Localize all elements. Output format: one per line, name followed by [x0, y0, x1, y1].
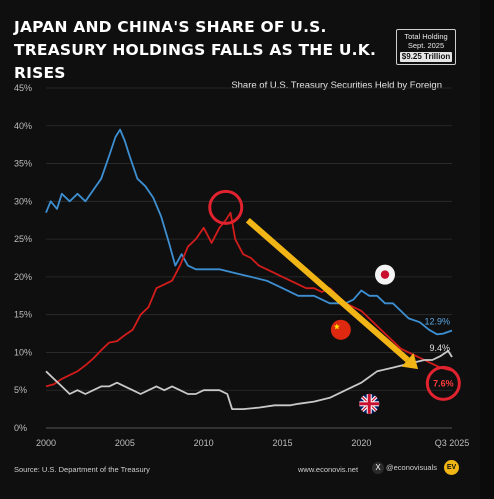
china-end-label: 7.6% [433, 378, 454, 388]
y-tick-label: 0% [14, 423, 27, 433]
x-tick-label: Q3 2025 [435, 438, 470, 448]
social-handle[interactable]: X @econovisuals [372, 462, 437, 474]
y-tick-label: 45% [14, 83, 32, 93]
website-link[interactable]: www.econovis.net [298, 465, 359, 474]
y-tick-label: 5% [14, 385, 27, 395]
japan-series-line [45, 128, 453, 336]
y-tick-label: 20% [14, 272, 32, 282]
source-note: Source: U.S. Department of the Treasury [14, 465, 150, 474]
x-tick-label: 2000 [36, 438, 56, 448]
total-holding-badge: Total Holding Sept. 2025 $9.25 Trillion [396, 29, 456, 65]
social-handle-text: @econovisuals [386, 462, 437, 472]
trend-arrow-head [401, 353, 419, 370]
uk-flag-cross-red [367, 393, 371, 414]
y-tick-label: 40% [14, 121, 32, 131]
china-flag-icon [330, 319, 351, 340]
uk-end-label: 9.4% [429, 343, 450, 353]
econovis-logo-icon: EV [444, 460, 459, 475]
y-tick-label: 30% [14, 196, 32, 206]
x-logo-icon: X [372, 462, 384, 474]
uk-series-line [45, 350, 453, 410]
y-tick-label: 35% [14, 159, 32, 169]
x-tick-label: 2015 [272, 438, 292, 448]
x-tick-label: 2005 [115, 438, 135, 448]
line-chart: 0% 5% 10% 15% 20% 25% 30% 35% 40% 45% 2000 2005 2010… [14, 83, 470, 448]
chart-subtitle: Share of U.S. Treasury Securities Held b… [231, 80, 442, 91]
x-tick-label: 2010 [194, 438, 214, 448]
uk-flag-icon [359, 393, 380, 414]
chart-title: JAPAN AND CHINA'S SHARE OF U.S. TREASURY… [14, 18, 377, 82]
total-holding-label: Total Holding [404, 32, 448, 41]
chart-card: JAPAN AND CHINA'S SHARE OF U.S. TREASURY… [14, 18, 470, 475]
highlight-circle [208, 189, 244, 225]
y-tick-label: 10% [14, 347, 32, 357]
japan-end-label: 12.9% [424, 317, 450, 327]
y-tick-label: 25% [14, 234, 32, 244]
china-series-line [45, 211, 453, 388]
trend-arrow-shaft [245, 217, 410, 363]
y-tick-label: 15% [14, 310, 32, 320]
total-holding-amount: $9.25 Trillion [400, 52, 452, 62]
japan-flag-sun [380, 270, 390, 279]
x-tick-label: 2020 [351, 438, 371, 448]
china-flag-star [333, 323, 340, 330]
highlight-circle [425, 365, 461, 401]
total-holding-date: Sept. 2025 [407, 41, 445, 50]
